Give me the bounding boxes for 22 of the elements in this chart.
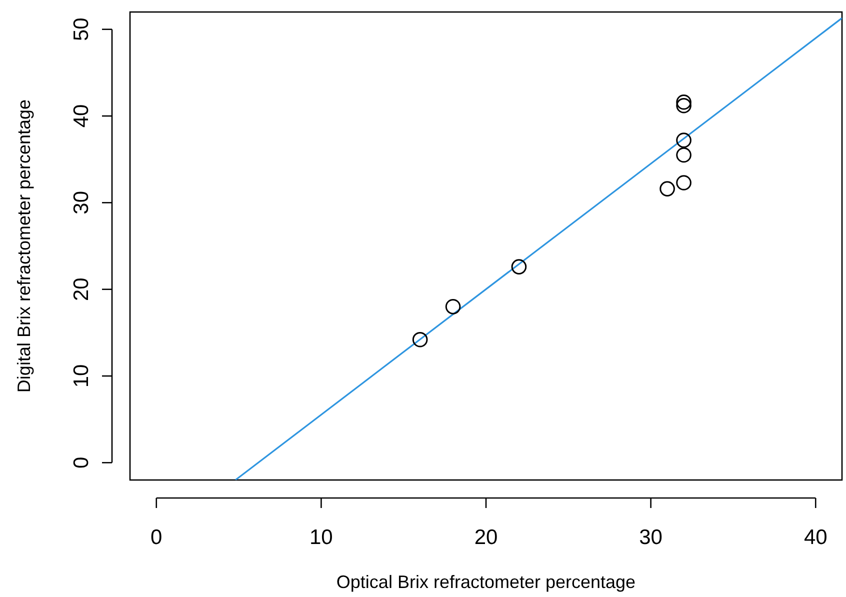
x-tick-label: 20 bbox=[474, 526, 498, 549]
point bbox=[676, 98, 692, 114]
y-axis-title: Digital Brix refractometer percentage bbox=[14, 99, 34, 393]
y-tick-label: 20 bbox=[70, 278, 93, 302]
point bbox=[676, 175, 692, 190]
y-tick-label: 30 bbox=[70, 190, 93, 214]
point bbox=[660, 181, 675, 196]
point bbox=[445, 299, 461, 314]
y-tick-label: 0 bbox=[70, 456, 93, 469]
x-tick-label: 40 bbox=[804, 526, 828, 549]
point bbox=[676, 94, 692, 110]
point bbox=[676, 147, 692, 163]
x-tick-label: 0 bbox=[150, 526, 162, 549]
y-tick-label: 50 bbox=[70, 18, 93, 42]
x-axis-title: Optical Brix refractometer percentage bbox=[336, 572, 636, 592]
y-tick-label: 10 bbox=[70, 364, 93, 388]
point bbox=[676, 132, 692, 148]
point bbox=[412, 332, 428, 348]
y-tick-label: 40 bbox=[70, 104, 93, 128]
point bbox=[511, 259, 527, 274]
x-tick-label: 10 bbox=[310, 526, 333, 549]
x-tick-label: 30 bbox=[639, 526, 662, 549]
